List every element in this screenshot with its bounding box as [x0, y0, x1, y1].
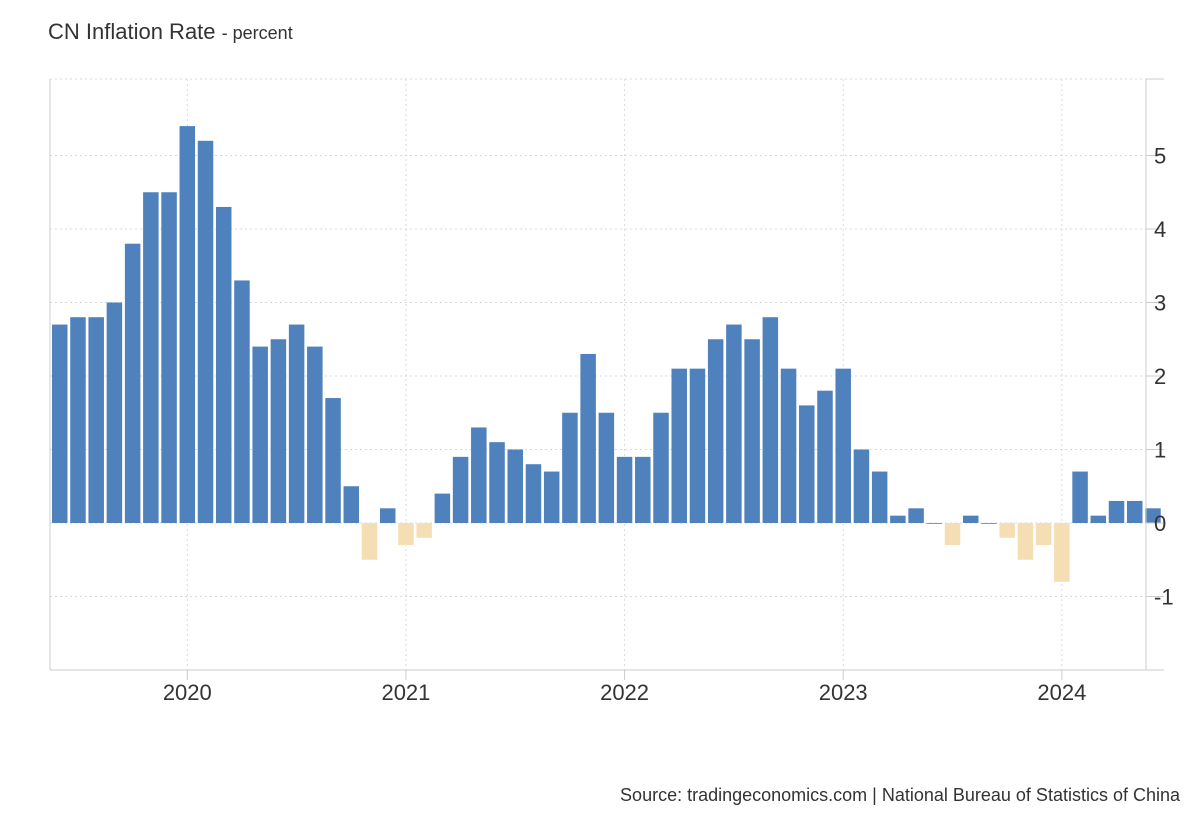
bar: [525, 464, 542, 523]
grid-lines: [50, 78, 1146, 670]
bar: [817, 390, 833, 523]
y-tick-label: -1: [1154, 585, 1174, 610]
bar: [1145, 508, 1161, 523]
bar: [343, 486, 360, 523]
bar: [908, 508, 924, 523]
y-tick-label: 0: [1154, 511, 1166, 536]
bar: [88, 317, 104, 523]
bar: [835, 368, 851, 523]
bar: [507, 449, 523, 523]
bar: [471, 427, 487, 523]
bar: [307, 346, 323, 523]
bar: [926, 523, 943, 524]
bar: [325, 398, 341, 523]
x-tick-label: 2022: [600, 680, 649, 705]
bar: [671, 368, 687, 523]
y-tick-label: 2: [1154, 364, 1166, 389]
bar: [52, 324, 68, 523]
tick-labels: -1 0 1 2 3 4 5 2020 2021 2022 2023 2024: [163, 144, 1174, 706]
bar: [1054, 523, 1070, 582]
bar: [124, 243, 141, 523]
y-tick-label: 1: [1154, 438, 1166, 463]
bar: [434, 493, 451, 523]
bar: [1126, 500, 1143, 523]
x-tick-label: 2021: [381, 680, 430, 705]
x-tick-label: 2023: [819, 680, 868, 705]
bar: [252, 346, 268, 523]
chart-subtitle: - percent: [221, 23, 293, 43]
chart-title-text: CN Inflation Rate: [48, 19, 216, 44]
bar: [999, 523, 1015, 538]
bar: [780, 368, 797, 523]
x-tick-label: 2020: [163, 680, 212, 705]
bar: [379, 508, 396, 523]
inflation-bar-chart: -1 0 1 2 3 4 5 2020 2021 2022 2023 2024: [49, 78, 1174, 706]
bar: [1035, 523, 1052, 546]
bar: [890, 515, 906, 523]
chart-title: CN Inflation Rate - percent: [48, 19, 293, 45]
x-tick-label: 2024: [1037, 680, 1086, 705]
bar: [1072, 471, 1088, 523]
source-note: Source: tradingeconomics.com | National …: [620, 785, 1180, 805]
bar: [744, 339, 760, 523]
bar: [543, 471, 560, 523]
bar: [106, 302, 123, 523]
bar: [197, 140, 214, 524]
bar: [270, 339, 287, 523]
bar: [689, 368, 706, 523]
bar: [653, 412, 669, 523]
bar: [489, 442, 505, 523]
y-tick-label: 3: [1154, 291, 1166, 316]
bar: [580, 353, 596, 523]
bar: [1090, 515, 1107, 523]
bar: [288, 324, 305, 523]
bar: [1108, 500, 1125, 523]
bar: [635, 456, 651, 523]
bar: [726, 324, 742, 523]
bar: [944, 523, 961, 546]
bar: [143, 192, 159, 523]
bar: [598, 412, 615, 523]
bar: [562, 412, 578, 523]
bar: [871, 471, 888, 523]
bar: [452, 456, 469, 523]
bar: [416, 523, 432, 538]
bar: [70, 317, 86, 523]
bar: [853, 449, 870, 523]
bar: [398, 523, 414, 546]
bar: [1017, 523, 1034, 560]
bar: [215, 206, 232, 523]
bars: [52, 126, 1161, 582]
bar: [707, 339, 724, 523]
y-tick-label: 5: [1154, 144, 1166, 169]
bar: [234, 280, 250, 523]
axes: [49, 78, 1164, 680]
bar: [161, 192, 177, 523]
bar: [179, 126, 196, 523]
bar: [616, 456, 633, 523]
y-tick-label: 4: [1154, 217, 1166, 242]
bar: [799, 405, 815, 523]
bar: [981, 523, 997, 524]
bar: [762, 317, 779, 523]
bar: [361, 523, 378, 560]
bar: [963, 515, 979, 523]
